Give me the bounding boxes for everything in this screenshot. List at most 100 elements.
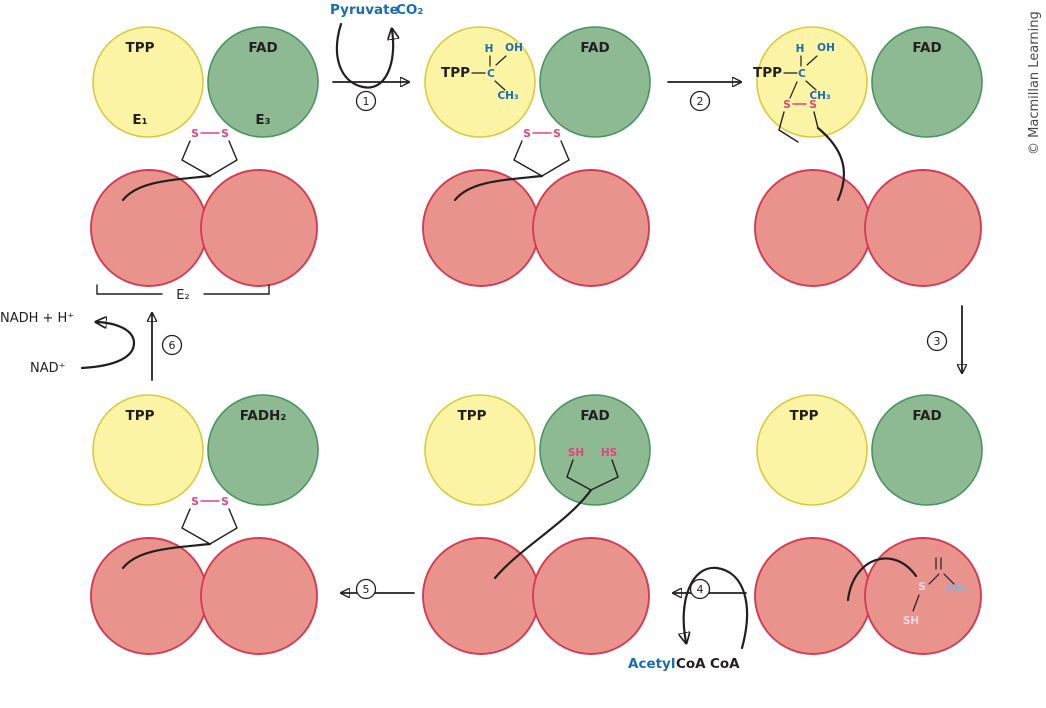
panel-stage-3: FAD TPP C H OH CH₃ S S (753, 26, 983, 287)
e2-core-right-circle (200, 537, 318, 655)
step-5-badge (355, 578, 377, 600)
sulfur-left-label: S (191, 128, 199, 140)
reaction-step-4: 4 Acetyl CoA CoA (628, 566, 749, 672)
step-4-number: 4 (697, 583, 704, 596)
coa-out-label: CoA (676, 656, 706, 672)
e3-fad-circle (539, 26, 651, 138)
step-3-number: 3 (934, 335, 941, 348)
panel-stage-5: TPP FAD SH HS (422, 394, 651, 655)
coa-in-label: CoA (710, 656, 740, 672)
step-2-number: 2 (697, 95, 704, 108)
e2-core-right-circle (532, 537, 650, 655)
e2-core-left-circle (754, 537, 872, 655)
sulfur-left-label: S (783, 99, 791, 111)
carbon-label: C (487, 68, 495, 80)
tpp-label: TPP (126, 408, 155, 424)
coa-acetylcoa-curved-arrow (684, 566, 749, 650)
hydroxyl-label: OH (505, 42, 523, 54)
reaction-step-6: NADH + H⁺ NAD⁺ 6 (0, 311, 183, 381)
sh-label: SH (903, 615, 919, 627)
tpp-label: TPP (458, 408, 487, 424)
reaction-step-3: 3 (926, 305, 963, 372)
lipoyl-swinging-arm (121, 174, 212, 202)
hydrogen-label: H (796, 43, 805, 55)
e1-tpp-circle (92, 26, 204, 138)
fad-label: FAD (580, 40, 609, 56)
pyruvate-label: Pyruvate (330, 2, 399, 18)
pyruvate-co2-curved-arrow (335, 22, 393, 89)
reaction-step-5: 5 (342, 578, 415, 600)
e1-tpp-circle (92, 394, 204, 506)
fad-label: FAD (580, 408, 609, 424)
lipoyl-swinging-arm (816, 126, 846, 202)
step-1-number: 1 (363, 95, 370, 108)
e2-label: E₂ (176, 288, 189, 303)
hydroxyethyl-tpp-structure: TPP C H OH CH₃ (441, 42, 523, 102)
sulfur-label: S (918, 581, 926, 593)
fad-label: FAD (912, 40, 941, 56)
reaction-step-1: Pyruvate CO₂ 1 (330, 2, 423, 112)
e2-core-left-circle (90, 537, 208, 655)
fad-label: FAD (248, 40, 277, 56)
e2-bracket (96, 284, 270, 295)
lipoyl-disulfide-ring (181, 132, 238, 177)
e3-fad-circle (207, 26, 319, 138)
acetyl-label: Acetyl (628, 656, 676, 672)
carbon-label: C (798, 68, 806, 80)
e1-tpp-circle (756, 26, 868, 138)
step-1-badge (355, 90, 377, 112)
lipoyl-swinging-arm (453, 174, 544, 202)
step-2-badge (689, 90, 711, 112)
fad-label: FAD (912, 408, 941, 424)
tpp-label: TPP (790, 408, 819, 424)
e3-fad-circle (871, 394, 983, 506)
hs-label: HS (601, 447, 617, 459)
e3-fadh2-circle (207, 394, 319, 506)
methyl-label: CH₃ (497, 90, 518, 102)
panel-stage-1: TPP E₁ FAD E₃ S S E₂ (90, 26, 319, 303)
copyright-label: © Macmillan Learning (1027, 11, 1042, 155)
nad-nadh-curved-arrow (80, 322, 136, 370)
sulfur-right-label: S (809, 99, 817, 111)
tpp-label: TPP (126, 40, 155, 56)
e1-tpp-circle (756, 394, 868, 506)
step-4-badge (689, 578, 711, 600)
panel-stage-6: TPP FADH₂ S S (90, 394, 319, 655)
oxygen-label: O (935, 543, 944, 555)
e2-core-right-circle (200, 169, 318, 287)
sh-label: SH (568, 447, 584, 459)
e1-label: E₁ (132, 112, 147, 128)
hydroxyethyl-lipoyl-tpp-structure: TPP C H OH CH₃ S S (753, 42, 835, 143)
fadh2-label: FADH₂ (240, 408, 287, 424)
lipoyl-swinging-arm (121, 542, 212, 570)
panel-stage-4: TPP FAD S O CH₃ SH (754, 394, 983, 655)
dihydrolipoyl-structure: SH HS (566, 447, 619, 491)
co2-label: CO₂ (396, 2, 423, 18)
lipoyl-swinging-arm (846, 557, 918, 602)
e2-core-right-circle (864, 169, 982, 287)
step-3-badge (926, 330, 948, 352)
panel-stage-2: FAD TPP C H OH CH₃ S S (422, 26, 651, 287)
methyl-label: CH₃ (946, 583, 967, 595)
sulfur-right-label: S (221, 496, 229, 508)
e2-core-right-circle (532, 169, 650, 287)
e2-core-left-circle (422, 169, 540, 287)
step-6-number: 6 (169, 339, 176, 352)
sulfur-left-label: S (191, 496, 199, 508)
methyl-label: CH₃ (809, 90, 830, 102)
lipoyl-disulfide-ring (181, 500, 238, 545)
nadh-label: NADH + H⁺ (0, 311, 74, 326)
nad-label: NAD⁺ (30, 361, 66, 376)
e2-core-right-circle (864, 537, 982, 655)
hydroxyl-label: OH (817, 42, 835, 54)
acetyl-dihydrolipoyl-structure: S O CH₃ SH (903, 543, 968, 627)
sulfur-right-label: S (221, 128, 229, 140)
lipoyl-swinging-arm (493, 488, 593, 580)
e2-core-left-circle (754, 169, 872, 287)
sulfur-left-label: S (523, 128, 531, 140)
lipoyl-disulfide-ring (513, 132, 570, 177)
tpp-label: TPP (753, 65, 782, 81)
reaction-step-2: 2 (667, 82, 740, 112)
e3-fad-circle (871, 26, 983, 138)
